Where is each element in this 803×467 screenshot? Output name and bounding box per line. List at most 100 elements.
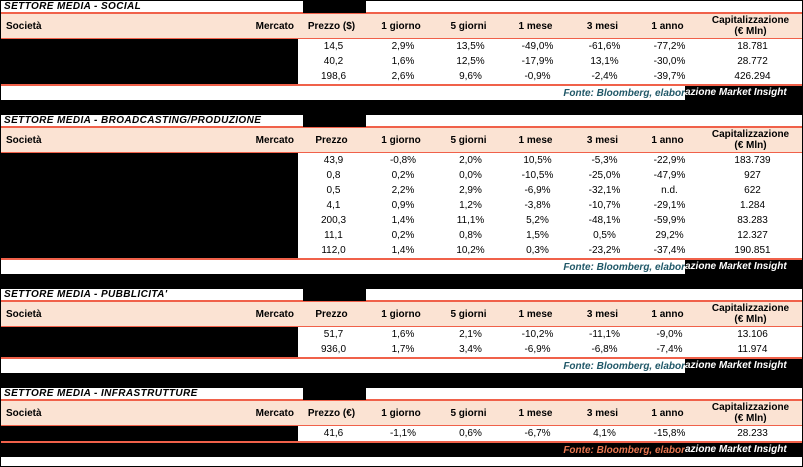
table-cell: 43,9 (323, 155, 344, 166)
source-row: Fonte: Bloomberg, elabor azione Market I… (1, 359, 802, 373)
table-cell: -59,9% (653, 215, 686, 226)
source-text-redaction-box: azione Market Insight (685, 443, 802, 457)
column-header-capitalizzazione-line2: (€ Mln) (734, 413, 767, 424)
table-cell: -10,5% (521, 170, 554, 181)
table-body: 51,7 1,6% 2,1% -10,2% -11,1% -9,0% 13.106 936,0… (1, 327, 802, 359)
table-cell: 5,2% (526, 215, 549, 226)
table-cell: 28.233 (737, 428, 768, 439)
table-cell: 29,2% (655, 230, 684, 241)
table-cell: -6,8% (591, 344, 618, 355)
table-cell: 9,6% (459, 71, 482, 82)
section-title-row: SETTORE MEDIA - BROADCASTING/PRODUZIONE (1, 115, 802, 128)
table-cell: 40,2 (323, 56, 344, 67)
table-cell: 2,1% (459, 329, 482, 340)
table-cell: 183.739 (734, 155, 771, 166)
table-cell: 1,6% (391, 329, 415, 340)
table-cell: -30,0% (653, 56, 686, 67)
table-cell: -9,0% (656, 329, 683, 340)
redaction-box-title (303, 1, 366, 13)
column-header-prezzo: Prezzo (315, 134, 348, 146)
table-cell: n.d. (661, 185, 678, 196)
table-cell: -15,8% (653, 428, 686, 439)
table-cell: -2,4% (591, 71, 618, 82)
table-cell: 0,5% (593, 230, 616, 241)
redaction-box-company (1, 168, 298, 183)
table-cell: -25,0% (588, 170, 621, 181)
column-header-5-giorni: 5 giorni (450, 134, 487, 146)
table-cell: -6,7% (524, 428, 551, 439)
table-row: 4,1 0,9% 1,2% -3,8% -10,7% -29,1% 1.284 (1, 198, 802, 213)
column-header-capitalizzazione: Capitalizzazione (€ Mln) (699, 129, 802, 151)
column-header-prezzo: Prezzo (€) (307, 407, 356, 419)
column-header-societa: Società (6, 134, 42, 146)
redaction-box-company (1, 327, 298, 342)
table-cell: 3,4% (459, 344, 482, 355)
table-cell: -3,8% (524, 200, 551, 211)
table-cell: -0,8% (389, 155, 417, 166)
source-text: Fonte: Bloomberg, elabor (563, 261, 685, 273)
redaction-box-title (303, 388, 366, 400)
column-header-societa: Società (6, 20, 42, 32)
table-cell: -23,2% (588, 245, 621, 256)
table-cell: 936,0 (320, 344, 347, 355)
column-header-1-giorno: 1 giorno (381, 20, 421, 32)
column-header-prezzo: Prezzo ($) (307, 20, 356, 32)
section-title: SETTORE MEDIA - PUBBLICITA' (4, 289, 168, 300)
column-header-societa: Società (6, 308, 42, 320)
table-cell: 13,5% (456, 41, 485, 52)
table-cell: 83.283 (737, 215, 768, 226)
table-cell: 198,6 (320, 71, 347, 82)
table-cell: -39,7% (653, 71, 686, 82)
table-cell: -48,1% (588, 215, 621, 226)
column-header-capitalizzazione-line2: (€ Mln) (734, 26, 767, 37)
table-cell: -6,9% (524, 344, 551, 355)
table-body: 43,9 -0,8% 2,0% 10,5% -5,3% -22,9% 183.739 0,8 0… (1, 153, 802, 260)
table-header-row: Società Mercato Prezzo 1 giorno 5 giorni… (1, 128, 802, 153)
section-separator (1, 274, 802, 289)
table-header-row: Società Mercato Prezzo (€) 1 giorno 5 gi… (1, 401, 802, 426)
table-cell: 4,1% (593, 428, 616, 439)
table-cell: 190.851 (734, 245, 771, 256)
table-cell: 426.294 (734, 71, 771, 82)
table-cell: 2,2% (391, 185, 415, 196)
table-cell: -77,2% (653, 41, 686, 52)
column-header-1-giorno: 1 giorno (381, 134, 421, 146)
table-cell: 14,5 (323, 41, 344, 52)
column-header-1-giorno: 1 giorno (381, 407, 421, 419)
table-cell: -49,0% (521, 41, 554, 52)
column-header-mercato: Mercato (255, 308, 294, 320)
table-cell: -47,9% (653, 170, 686, 181)
table-row: 198,6 2,6% 9,6% -0,9% -2,4% -39,7% 426.294 (1, 69, 802, 84)
table-cell: -32,1% (588, 185, 621, 196)
table-cell: 2,0% (459, 155, 482, 166)
column-header-societa: Società (6, 407, 42, 419)
redaction-box-company (1, 198, 298, 213)
table-cell: -17,9% (521, 56, 554, 67)
table-row: 11,1 0,2% 0,8% 1,5% 0,5% 29,2% 12.327 (1, 228, 802, 243)
table-cell: 0,2% (391, 230, 415, 241)
column-header-5-giorni: 5 giorni (450, 20, 487, 32)
table-cell: 18.781 (737, 41, 768, 52)
redaction-box-company (1, 39, 298, 54)
table-cell: 11.974 (737, 344, 768, 355)
section-separator (1, 100, 802, 115)
table-cell: 0,5 (326, 185, 341, 196)
table-cell: 0,8% (459, 230, 482, 241)
section-title-row: SETTORE MEDIA - INFRASTRUTTURE (1, 388, 802, 401)
table-cell: 13,1% (590, 56, 619, 67)
table-row: 200,3 1,4% 11,1% 5,2% -48,1% -59,9% 83.283 (1, 213, 802, 228)
table-cell: -6,9% (524, 185, 551, 196)
table-row: 112,0 1,4% 10,2% 0,3% -23,2% -37,4% 190.851 (1, 243, 802, 258)
column-header-1-anno: 1 anno (651, 308, 684, 320)
column-header-capitalizzazione-line1: Capitalizzazione (711, 129, 790, 140)
table-cell: 11,1 (324, 230, 343, 241)
column-header-1-mese: 1 mese (518, 20, 553, 32)
table-cell: 2,6% (391, 71, 415, 82)
table-cell: 927 (744, 170, 761, 181)
redaction-box-company (1, 228, 298, 243)
column-header-capitalizzazione-line2: (€ Mln) (734, 314, 767, 325)
table-row: 0,5 2,2% 2,9% -6,9% -32,1% n.d. 622 (1, 183, 802, 198)
section-title-row: SETTORE MEDIA - PUBBLICITA' (1, 289, 802, 302)
source-text-redaction-box: azione Market Insight (685, 359, 802, 373)
